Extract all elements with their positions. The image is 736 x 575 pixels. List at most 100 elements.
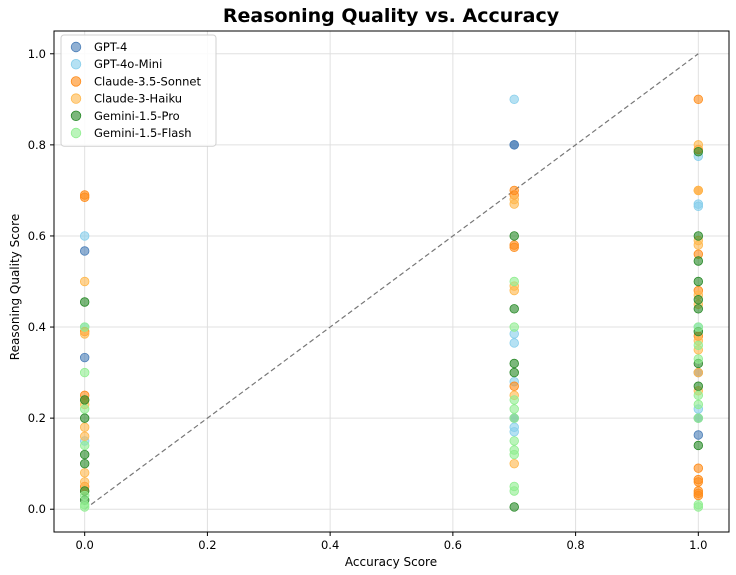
y-tick-label: 0.4 [28,320,46,334]
legend-entry: Gemini-1.5-Pro [94,109,180,123]
data-point [79,413,90,423]
series-4-points [79,146,704,512]
data-point [79,276,90,287]
data-point [509,322,519,332]
data-point [509,231,519,241]
data-point [509,381,519,391]
x-tick-label: 0.0 [76,538,94,552]
x-tick-label: 0.2 [198,538,216,552]
legend-marker [70,110,82,122]
data-point [509,199,519,209]
y-tick-label: 1.0 [28,47,46,61]
legend-marker [70,93,82,104]
data-point [693,367,704,378]
data-point [79,449,90,460]
data-point [693,430,704,440]
legend-entry: Claude-3.5-Sonnet [94,74,202,88]
data-point [509,140,519,150]
data-point [79,404,90,414]
data-point [693,340,704,350]
data-point [509,367,519,378]
axis-ticks: 0.0 0.2 0.4 0.6 0.8 1.0 0.0 0.2 0.4 0.6 0.8 1.0 [28,47,708,552]
data-point [79,490,90,501]
x-tick-label: 0.6 [444,538,462,552]
data-point [509,486,519,496]
legend-entry: Claude-3-Haiku [94,92,182,106]
data-point [509,242,519,253]
legend: GPT-4 GPT-4o-Mini Claude-3.5-Sonnet Claude-… [60,34,217,147]
data-point [693,322,704,332]
data-point [79,440,90,451]
legend-marker [70,127,82,139]
data-point [693,381,704,391]
data-point [79,352,90,363]
data-point [693,231,704,241]
data-point [79,422,90,432]
data-point [693,201,704,212]
data-point [509,458,519,469]
data-point [509,413,519,423]
data-point [693,304,704,314]
data-point [693,390,704,401]
x-tick-label: 0.8 [566,538,584,552]
data-point [79,477,90,487]
data-point [693,477,704,487]
series-3-points [79,140,704,496]
x-axis-label: Accuracy Score [345,555,437,569]
data-point [509,285,519,296]
data-point [693,502,704,512]
legend-entry: Gemini-1.5-Flash [94,126,192,140]
diagonal-reference-line [84,53,699,510]
data-point [79,431,90,442]
data-point [79,322,90,332]
y-tick-label: 0.0 [28,502,46,516]
data-point [693,295,704,305]
plot-frame [53,30,730,533]
legend-marker [70,58,82,70]
legend-marker [70,41,82,53]
x-tick-label: 1.0 [689,538,707,552]
data-point [693,463,704,473]
y-tick-label: 0.8 [28,138,46,152]
data-point [509,449,519,460]
data-point [509,404,519,414]
data-point [693,240,704,250]
data-point [509,304,519,314]
data-point [693,490,704,501]
y-tick-label: 0.6 [28,229,46,243]
data-point [79,192,90,202]
data-point [693,354,704,364]
data-point [79,297,90,307]
data-point [693,256,704,266]
data-point [693,276,704,287]
data-point [693,94,704,105]
data-point [693,185,704,196]
data-points [79,94,704,512]
data-point [79,246,90,256]
legend-marker [70,76,82,87]
data-point [79,468,90,478]
data-point [79,231,90,241]
legend-entry: GPT-4 [94,40,127,54]
data-point [693,399,704,410]
y-tick-label: 0.2 [28,411,46,425]
y-axis-label: Reasoning Quality Score [8,214,22,360]
chart-title: Reasoning Quality vs. Accuracy [223,5,560,27]
data-point [693,413,704,423]
data-point [509,338,519,348]
series-2-points [79,94,704,501]
series-0-points [79,140,704,440]
data-point [509,395,519,405]
series-5-points [79,276,704,512]
series-1-points [79,94,704,446]
data-point [693,440,704,451]
data-point [693,146,704,157]
data-point [509,502,519,512]
legend-box [60,34,217,147]
data-point [79,458,90,469]
data-point [509,276,519,287]
data-point [509,427,519,437]
data-point [79,367,90,378]
data-point [79,395,90,405]
